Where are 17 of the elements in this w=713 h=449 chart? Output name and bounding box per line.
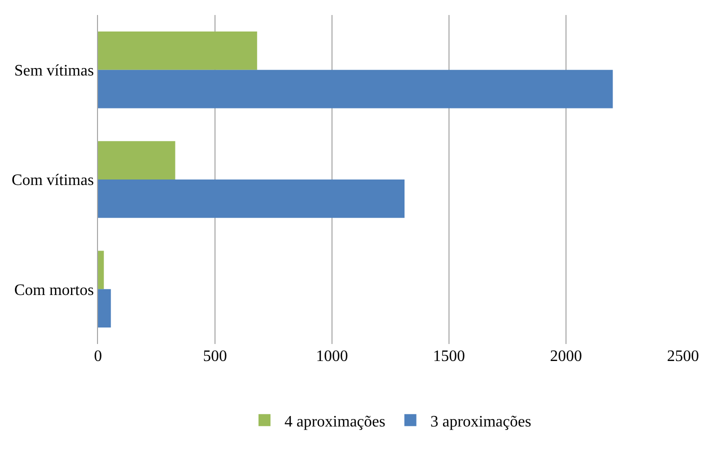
legend-label: 3 aproximações [430,413,532,430]
y-tick-label: Com mortos [14,282,94,299]
x-tick-label: 0 [94,348,102,365]
x-tick-label: 1500 [433,348,465,365]
x-tick-label: 1000 [316,348,348,365]
x-tick-label: 2000 [550,348,582,365]
bar [98,141,176,180]
x-tick-label: 2500 [667,348,699,365]
y-tick-label: Com vítimas [12,172,94,190]
bar [98,289,111,328]
x-tick-label: 500 [203,348,227,365]
bar [98,180,405,218]
y-tick-label: Sem vítimas [14,62,94,80]
bar [98,31,258,70]
bar [98,250,104,290]
bar [98,70,613,108]
legend-label: 4 aproximações [284,413,386,430]
